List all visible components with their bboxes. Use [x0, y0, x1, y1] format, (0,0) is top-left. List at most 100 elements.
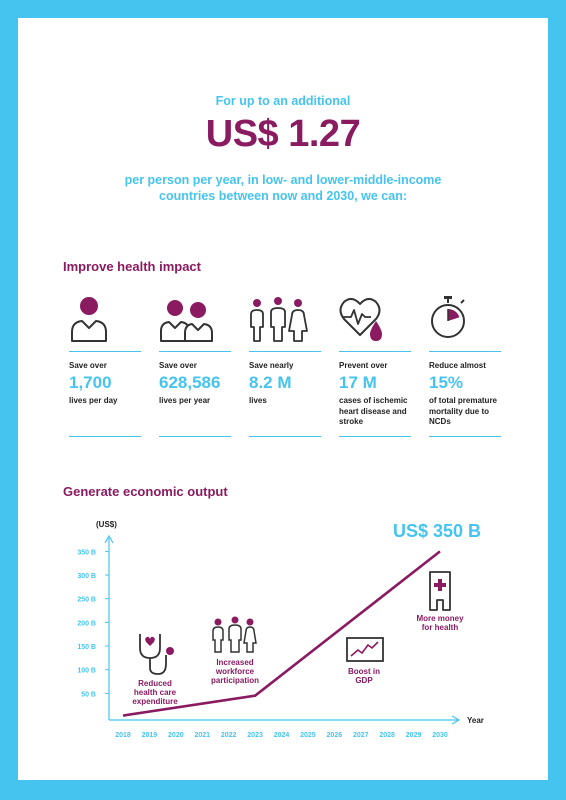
- x-tick-label: 2018: [115, 732, 131, 739]
- annotation-label-line: GDP: [355, 676, 373, 685]
- stat-prefix: Save nearly: [249, 361, 294, 370]
- stat-caption-line: stroke: [339, 417, 364, 426]
- person-icon: [71, 297, 107, 342]
- annotation-health-expenditure: Reduced health care expenditure: [132, 634, 178, 706]
- y-axis-label: (US$): [96, 520, 117, 529]
- output-line: [122, 550, 441, 717]
- annotation-workforce: Increased workforce participation: [211, 616, 259, 685]
- annotation-label-line: participation: [211, 676, 259, 685]
- x-tick-label: 2024: [274, 732, 290, 739]
- intro-subtitle-line: countries between now and 2030, we can:: [159, 189, 407, 203]
- stat-value: 8.2 M: [249, 373, 292, 392]
- annotation-label-line: for health: [422, 623, 459, 632]
- annotation-more-money: More money for health: [416, 571, 464, 632]
- stat-divider: [249, 436, 321, 437]
- stat-caption: of total premature mortality due to NCDs: [429, 396, 511, 428]
- stat-value: 15%: [429, 373, 464, 392]
- x-tick-label: 2026: [327, 732, 343, 739]
- x-tick-label: 2025: [300, 732, 316, 739]
- y-ticks: 50 B 100 B 150 B 200 B 250 B 300 B 350 B: [77, 549, 109, 698]
- x-axis-arrow: [451, 715, 461, 725]
- stat-caption: lives per year: [159, 396, 241, 407]
- gdp-chart-icon: [346, 637, 384, 662]
- intro-line: For up to an additional: [215, 94, 351, 108]
- headline-amount: US$ 1.27: [205, 113, 361, 155]
- peak-value-label: US$ 350 B: [393, 521, 481, 541]
- annotation-label-line: Increased: [216, 658, 253, 667]
- health-section-title: Improve health impact: [63, 259, 201, 274]
- stat-lives-total: Save nearly 8.2 M lives: [249, 295, 321, 437]
- stat-divider: [249, 351, 321, 352]
- stat-caption-line: cases of ischemic: [339, 396, 408, 405]
- stat-prefix: Reduce almost: [429, 361, 486, 370]
- stat-divider: [339, 351, 411, 352]
- stat-caption: cases of ischemic heart disease and stro…: [339, 396, 421, 428]
- x-tick-label: 2030: [432, 732, 448, 739]
- stat-divider: [69, 436, 141, 437]
- intro-subtitle-line: per person per year, in low- and lower-m…: [124, 173, 442, 187]
- y-tick-label: 350 B: [77, 549, 96, 556]
- x-tick-label: 2021: [194, 732, 210, 739]
- stat-heart-disease: Prevent over 17 M cases of ischemic hear…: [339, 295, 411, 437]
- stethoscope-icon: [139, 634, 174, 675]
- x-ticks: 2018 2019 2020 2021 2022 2023 2024 2025 2026 2027…: [115, 732, 448, 739]
- x-tick-label: 2020: [168, 732, 184, 739]
- y-tick-label: 50 B: [81, 691, 96, 698]
- stat-prefix: Save over: [159, 361, 197, 370]
- stat-value: 17 M: [339, 373, 377, 392]
- workforce-icon: [212, 616, 257, 653]
- heart-blood-drop-icon: [339, 298, 382, 341]
- x-axis-label: Year: [467, 716, 484, 725]
- economic-section-title: Generate economic output: [63, 484, 228, 499]
- stat-divider: [429, 436, 501, 437]
- stat-caption-line: lives: [249, 396, 267, 405]
- stat-caption-line: lives per day: [69, 396, 118, 405]
- stat-value: 1,700: [69, 373, 112, 392]
- stat-caption-line: of total premature: [429, 396, 498, 405]
- stat-premature-mortality: Reduce almost 15% of total premature mor…: [429, 295, 501, 437]
- stat-caption-line: NCDs: [429, 417, 451, 426]
- stat-lives-per-day: Save over 1,700 lives per day: [69, 295, 141, 437]
- y-axis-arrow: [104, 534, 114, 544]
- stat-lives-per-year: Save over 628,586 lives per year: [159, 295, 231, 437]
- stat-divider: [339, 436, 411, 437]
- infographic-page: [18, 18, 548, 780]
- y-tick-label: 100 B: [77, 668, 96, 675]
- hospital-icon: [429, 571, 451, 611]
- annotation-label-line: More money: [416, 614, 464, 623]
- annotation-label-line: workforce: [215, 667, 255, 676]
- x-tick-label: 2027: [353, 732, 369, 739]
- stat-caption-line: lives per year: [159, 396, 211, 405]
- annotation-label-line: Boost in: [348, 667, 380, 676]
- x-tick-label: 2023: [247, 732, 263, 739]
- stat-divider: [159, 351, 231, 352]
- stat-divider: [69, 351, 141, 352]
- annotation-label-line: expenditure: [132, 697, 178, 706]
- y-tick-label: 200 B: [77, 620, 96, 627]
- y-tick-label: 150 B: [77, 644, 96, 651]
- family-icon: [250, 297, 308, 342]
- two-people-icon: [160, 300, 213, 342]
- stat-caption: lives: [249, 396, 331, 407]
- chart-axes: [104, 534, 461, 725]
- stat-caption-line: heart disease and: [339, 406, 407, 416]
- stat-prefix: Prevent over: [339, 361, 388, 370]
- annotation-gdp: Boost in GDP: [346, 637, 384, 685]
- annotation-label-line: Reduced: [138, 679, 172, 688]
- x-tick-label: 2028: [379, 732, 395, 739]
- y-tick-label: 250 B: [77, 597, 96, 604]
- annotation-label-line: health care: [134, 688, 177, 697]
- x-tick-label: 2019: [142, 732, 158, 739]
- x-tick-label: 2022: [221, 732, 237, 739]
- stat-value: 628,586: [159, 373, 221, 392]
- stat-divider: [429, 351, 501, 352]
- stat-divider: [159, 436, 231, 437]
- stat-prefix: Save over: [69, 361, 107, 370]
- stat-caption-line: mortality due to: [429, 406, 490, 416]
- stopwatch-icon: [431, 296, 465, 338]
- intro-subtitle: per person per year, in low- and lower-m…: [0, 172, 566, 204]
- x-tick-label: 2029: [406, 732, 422, 739]
- stat-caption: lives per day: [69, 396, 151, 407]
- y-tick-label: 300 B: [77, 573, 96, 580]
